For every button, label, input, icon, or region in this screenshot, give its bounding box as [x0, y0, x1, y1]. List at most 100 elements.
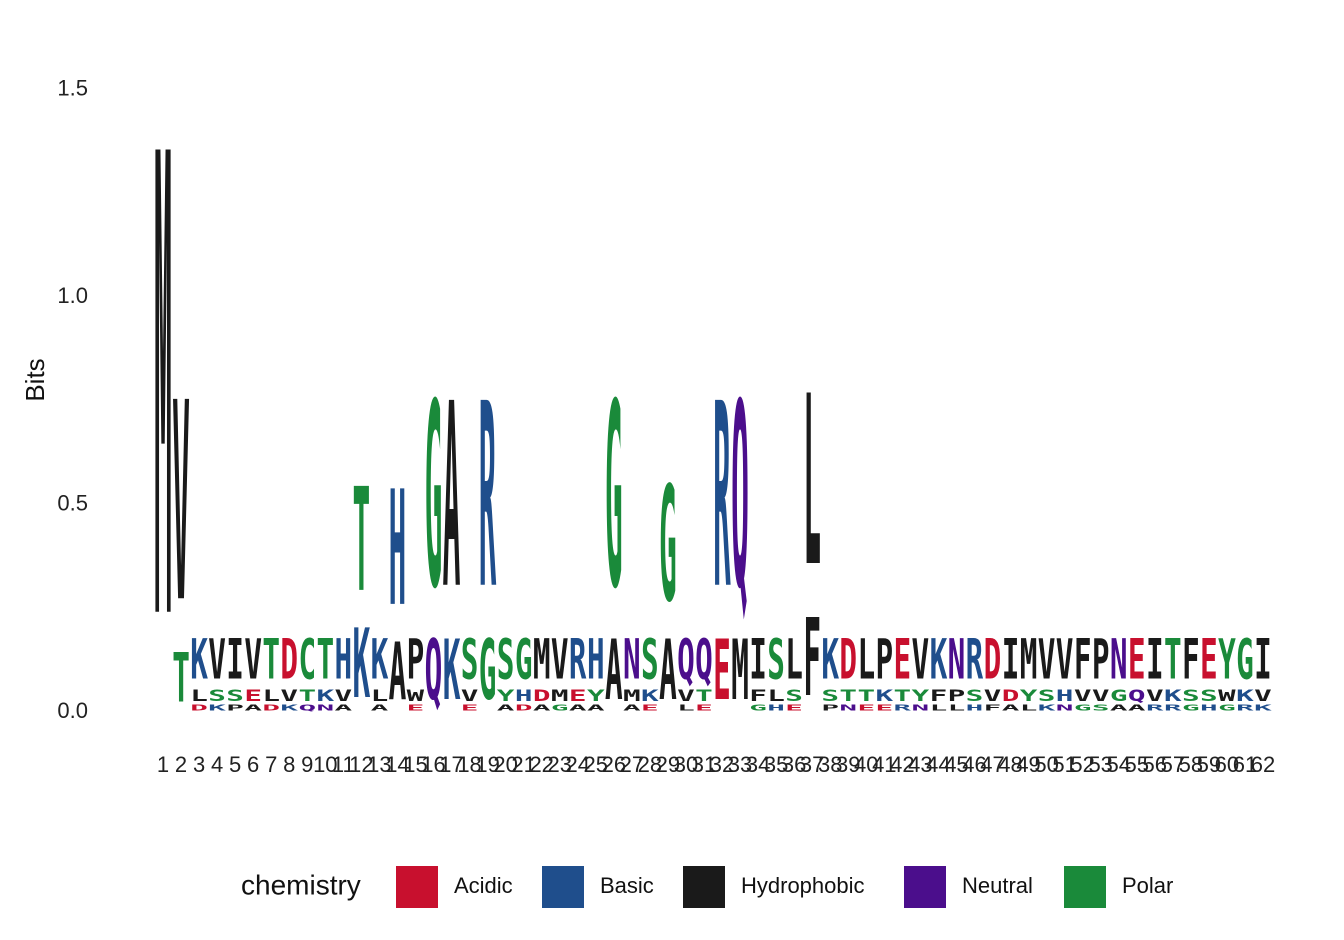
- logo-letter-V: V: [1038, 628, 1056, 692]
- x-tick-label: 17: [439, 752, 463, 777]
- logo-letter-K: K: [875, 686, 894, 705]
- x-tick-label: 57: [1161, 752, 1185, 777]
- logo-letter-K: K: [190, 628, 208, 692]
- logo-letter-E: E: [244, 686, 262, 705]
- x-tick-label: 16: [421, 752, 445, 777]
- x-tick-label: 44: [926, 752, 950, 777]
- logo-stack: EVS: [461, 628, 479, 713]
- logo-stack: GFI: [749, 628, 767, 713]
- logo-letter-K: K: [353, 609, 371, 720]
- logo-letter-R: R: [713, 349, 730, 645]
- x-tick-label: 28: [638, 752, 662, 777]
- logo-stack: ALK: [371, 628, 389, 713]
- x-tick-label: 39: [836, 752, 860, 777]
- logo-stack: GMV: [551, 628, 569, 713]
- logo-letter-Q: Q: [695, 628, 713, 692]
- logo-stack: ETL: [857, 628, 875, 713]
- logo-letter-A: A: [587, 704, 605, 713]
- logo-letter-R: R: [1236, 704, 1254, 713]
- logo-letter-Y: Y: [587, 686, 606, 705]
- logo-letter-G: G: [515, 628, 533, 692]
- logo-letter-M: M: [1020, 628, 1038, 692]
- x-tick-label: 1: [157, 752, 169, 777]
- legend-item: Acidic: [396, 866, 513, 908]
- logo-stack: DLT: [262, 628, 280, 713]
- x-tick-label: 37: [800, 752, 824, 777]
- x-tick-label: 31: [692, 752, 716, 777]
- logo-stack: KT: [353, 458, 371, 720]
- logo-letter-S: S: [1182, 686, 1200, 705]
- logo-stack: DHG: [515, 628, 533, 713]
- legend-item: Basic: [542, 866, 654, 908]
- logo-stack: KA: [443, 349, 461, 719]
- logo-letter-L: L: [767, 686, 785, 705]
- logo-letter-E: E: [1128, 628, 1146, 692]
- x-tick-label: 40: [854, 752, 878, 777]
- x-tick-label: 58: [1179, 752, 1203, 777]
- logo-letter-G: G: [425, 349, 443, 645]
- logo-stack: NKT: [316, 628, 335, 713]
- logo-stack: NYV: [912, 628, 931, 713]
- x-axis-ticks: 1 2 3 4 5 6 7 8 9 1011121314151617181920212223242…: [157, 752, 1275, 777]
- legend-title: chemistry: [241, 869, 361, 900]
- x-tick-label: 33: [728, 752, 752, 777]
- logo-letter-A: A: [623, 704, 641, 713]
- logo-stack: ETQ: [695, 628, 713, 713]
- logo-letter-D: D: [1002, 686, 1020, 705]
- x-tick-label: 26: [602, 752, 626, 777]
- logo-letter-H: H: [389, 457, 407, 642]
- logo-letter-D: D: [262, 704, 280, 713]
- logo-letter-F: F: [1074, 628, 1092, 692]
- x-tick-label: 55: [1125, 752, 1149, 777]
- logo-letter-V: V: [335, 686, 353, 705]
- logo-stack: LVQ: [677, 628, 695, 713]
- logo-letter-L: L: [677, 704, 695, 713]
- logo-letter-K: K: [1164, 686, 1183, 705]
- logo-stack: HSE: [1200, 628, 1218, 713]
- logo-letter-L: L: [1020, 704, 1038, 713]
- x-tick-label: 51: [1052, 752, 1076, 777]
- x-tick-label: 50: [1034, 752, 1058, 777]
- logo-letter-K: K: [821, 628, 839, 692]
- logo-stack: RKT: [1164, 628, 1183, 713]
- logo-letter-S: S: [461, 628, 479, 692]
- logo-letter-E: E: [569, 686, 587, 705]
- legend-label: Polar: [1122, 873, 1173, 898]
- x-tick-label: 47: [980, 752, 1004, 777]
- legend-label: Hydrophobic: [741, 873, 865, 898]
- logo-letter-I: I: [749, 628, 767, 692]
- logo-letter-E: E: [857, 704, 875, 713]
- x-tick-label: 42: [890, 752, 914, 777]
- logo-letter-A: A: [244, 704, 262, 713]
- x-tick-label: 34: [746, 752, 770, 777]
- logo-letter-L: L: [371, 686, 389, 705]
- logo-letter-A: A: [1128, 704, 1146, 713]
- logo-stack: NTD: [839, 628, 857, 713]
- logo-letter-K: K: [443, 621, 461, 718]
- logo-letter-H: H: [966, 704, 984, 713]
- logo-letter-A: A: [1110, 704, 1128, 713]
- logo-stack: EKP: [875, 628, 894, 713]
- logo-letter-G: G: [551, 704, 569, 713]
- logo-letter-V: V: [1092, 686, 1110, 705]
- logo-letter-R: R: [1146, 704, 1164, 713]
- logo-letter-V: V: [984, 686, 1002, 705]
- logo-letter-D: D: [839, 628, 857, 692]
- logo-stack: NHV: [1056, 628, 1074, 713]
- logo-letter-V: V: [172, 344, 190, 663]
- logo-letter-G: G: [1182, 704, 1200, 713]
- x-tick-label: 27: [620, 752, 644, 777]
- logo-letter-A: A: [389, 628, 407, 720]
- logo-stack: RKG: [1236, 628, 1255, 713]
- logo-letter-T: T: [857, 686, 875, 705]
- logo-letter-L: L: [785, 628, 803, 692]
- logo-letter-G: G: [1218, 704, 1236, 713]
- x-tick-label: 10: [313, 752, 337, 777]
- logo-stack: AQE: [1128, 628, 1146, 713]
- logo-letter-S: S: [1200, 686, 1218, 705]
- logo-stack: TV: [172, 344, 190, 718]
- logo-letter-E: E: [461, 704, 479, 713]
- logo-letter-A: A: [659, 621, 677, 718]
- y-tick-label: 1.5: [57, 75, 88, 100]
